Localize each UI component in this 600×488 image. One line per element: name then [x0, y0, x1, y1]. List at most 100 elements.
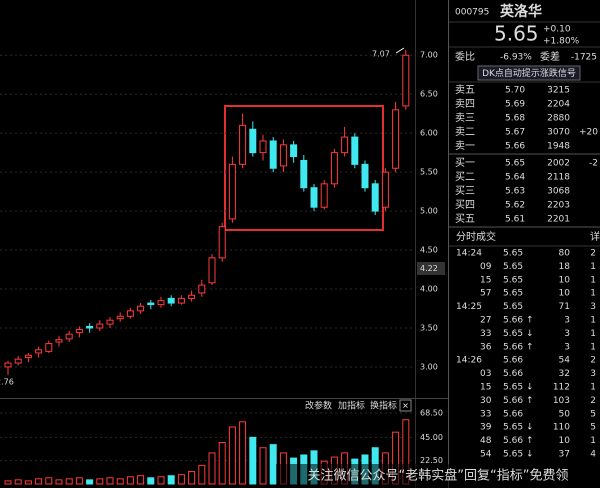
candle-body [381, 171, 389, 208]
toolbar-item[interactable]: 加指标 [338, 400, 365, 412]
volume-bar [218, 442, 226, 485]
candle-body [45, 343, 53, 352]
chart-marks: 7.00 6.50 6.00 5.50 5.00 4.50 4.00 3.50 3.00 68.5… [0, 49, 443, 485]
cursor-label: 4.22 [420, 264, 438, 273]
book-volume: 2002 [547, 159, 570, 169]
volume-bar [4, 480, 12, 485]
trade-price: 5.65 [503, 249, 523, 259]
trade-dir: ↓ [526, 450, 534, 460]
candle-body [351, 136, 359, 165]
trade-count: 1 [590, 275, 596, 285]
toolbar-item[interactable]: 换指标 [370, 400, 397, 412]
highlight-box [224, 105, 384, 231]
y-tick-label: 5.50 [420, 168, 438, 177]
volume-bar [147, 477, 155, 485]
trade-count: 5 [590, 409, 596, 419]
diff: -1725 [571, 53, 597, 63]
book-price: 5.70 [505, 86, 525, 96]
book-label: 买五 [455, 213, 475, 225]
candle-body [137, 305, 145, 312]
volume-bar [228, 426, 236, 485]
volume-bar [126, 476, 134, 485]
candle-body [259, 140, 267, 154]
trade-volume: 71 [559, 302, 570, 312]
book-volume: 3215 [547, 86, 570, 96]
book-change: -2 [589, 159, 598, 169]
y-tick-label: 4.00 [420, 285, 438, 294]
book-price: 5.66 [505, 142, 525, 152]
volume-bar [75, 477, 83, 485]
trade-volume: 80 [559, 249, 571, 259]
trade-count: 1 [590, 342, 596, 352]
trade-price: 5.66 [503, 356, 523, 366]
volume-bar [55, 479, 63, 485]
volume-bar [137, 475, 145, 485]
trade-time: 30 [480, 396, 492, 406]
trade-price: 5.66 [503, 409, 523, 419]
volume-bar [45, 477, 53, 485]
book-label: 卖三 [455, 112, 475, 124]
trade-time: 14:25 [456, 302, 482, 312]
book-volume: 3070 [547, 128, 570, 138]
volume-bar [65, 478, 73, 485]
y-tick-label: 7.00 [420, 51, 438, 60]
trade-price: 5.66 [503, 436, 523, 446]
y-tick-label: 5.00 [420, 207, 438, 216]
book-label: 卖一 [455, 140, 475, 152]
book-change: +20 [579, 128, 598, 138]
signal-button-label[interactable]: DK点自动提示涨跌信号 [482, 67, 576, 79]
book-volume: 2201 [547, 215, 570, 225]
volume-tick-label: 45.00 [420, 433, 443, 442]
candle-body [392, 109, 400, 169]
candle-body [157, 300, 165, 306]
trade-count: 2 [590, 396, 596, 406]
trade-count: 1 [590, 316, 596, 326]
candle-body [96, 323, 104, 329]
book-price: 5.67 [505, 128, 525, 138]
trade-volume: 10 [559, 275, 571, 285]
volume-bar [269, 444, 277, 485]
candle-body [147, 302, 155, 306]
y-tick-label: 3.00 [420, 362, 438, 371]
book-price: 5.65 [505, 159, 525, 169]
candle-body [239, 124, 247, 165]
trades-detail[interactable]: 详 [590, 230, 600, 243]
candle-body [310, 187, 318, 208]
book-volume: 2118 [547, 173, 570, 183]
book-price: 5.69 [505, 100, 525, 110]
book-label: 卖五 [455, 84, 475, 96]
toolbar-item[interactable]: 改参数 [305, 400, 332, 412]
book-price: 5.63 [505, 187, 525, 197]
volume-bar [198, 464, 206, 485]
signal-button[interactable] [477, 65, 581, 81]
trade-dir: ↓ [526, 329, 534, 339]
trade-volume: 3 [564, 316, 570, 326]
close-box[interactable] [399, 399, 412, 412]
y-tick-label: 6.50 [420, 90, 438, 99]
trade-volume: 10 [559, 289, 571, 299]
trade-price: 5.65 [503, 275, 523, 285]
close-icon[interactable]: ✕ [402, 402, 409, 411]
candle-body [106, 319, 114, 325]
watermark-bg [276, 464, 600, 488]
candle-body [208, 257, 216, 284]
trade-count: 5 [590, 423, 596, 433]
trade-count: 4 [590, 450, 596, 460]
trade-time: 14:26 [456, 356, 482, 366]
trade-dir: ↓ [526, 423, 534, 433]
high-pointer [395, 47, 405, 54]
book-price: 5.64 [505, 173, 525, 183]
candle-body [167, 297, 175, 304]
candle-body [198, 284, 206, 294]
diff-label: 委差 [540, 50, 560, 63]
candle-body [330, 152, 338, 185]
book-label: 买三 [455, 185, 475, 197]
trade-volume: 3 [564, 329, 570, 339]
trade-count: 3 [590, 369, 596, 379]
high-label: 7.07 [372, 50, 390, 59]
trade-volume: 32 [559, 369, 570, 379]
trade-time: 27 [480, 316, 491, 326]
trade-price: 5.65 [503, 302, 523, 312]
trade-dir: ↑ [526, 436, 534, 446]
